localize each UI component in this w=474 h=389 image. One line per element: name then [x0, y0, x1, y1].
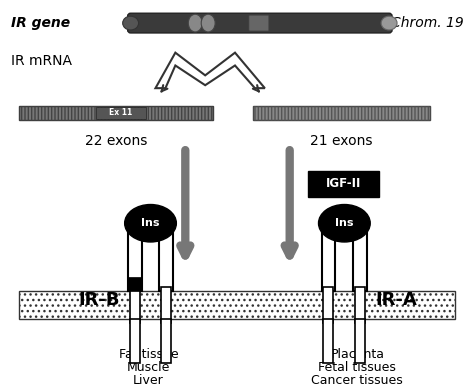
Bar — [353, 232, 367, 291]
Text: 22 exons: 22 exons — [84, 133, 147, 147]
Bar — [162, 319, 172, 363]
Text: IGF-II: IGF-II — [326, 177, 361, 190]
Text: IR mRNA: IR mRNA — [11, 54, 73, 68]
Bar — [19, 106, 213, 120]
Bar — [356, 287, 365, 323]
Bar — [159, 232, 173, 291]
Text: Ins: Ins — [335, 218, 354, 228]
Ellipse shape — [201, 14, 215, 32]
Bar — [128, 232, 142, 291]
Ellipse shape — [123, 16, 138, 30]
Ellipse shape — [381, 16, 397, 30]
Text: Ins: Ins — [141, 218, 160, 228]
Text: Cancer tissues: Cancer tissues — [311, 373, 403, 387]
FancyBboxPatch shape — [249, 15, 269, 31]
Polygon shape — [155, 53, 265, 88]
Text: IR-A: IR-A — [375, 291, 417, 309]
Text: Muscle: Muscle — [127, 361, 170, 374]
Bar — [96, 107, 146, 119]
Text: Liver: Liver — [133, 373, 164, 387]
Bar — [129, 319, 139, 363]
Bar — [19, 291, 455, 319]
Text: Chrom. 19: Chrom. 19 — [391, 16, 464, 30]
Text: Ex 11: Ex 11 — [109, 108, 132, 117]
Bar — [321, 232, 336, 291]
Bar — [253, 106, 430, 120]
Bar — [323, 319, 333, 363]
Ellipse shape — [188, 14, 202, 32]
Text: 21 exons: 21 exons — [310, 133, 373, 147]
Bar — [253, 106, 430, 120]
Bar — [128, 277, 142, 291]
Bar — [19, 106, 213, 120]
Ellipse shape — [125, 205, 176, 242]
FancyBboxPatch shape — [128, 13, 392, 33]
Bar — [323, 287, 333, 323]
Text: IR-B: IR-B — [78, 291, 120, 309]
Text: Fetal tissues: Fetal tissues — [319, 361, 396, 374]
Ellipse shape — [319, 205, 370, 242]
FancyBboxPatch shape — [308, 171, 379, 196]
Text: IR gene: IR gene — [11, 16, 71, 30]
Text: Placenta: Placenta — [330, 348, 384, 361]
Bar — [162, 287, 172, 323]
Bar — [129, 287, 139, 323]
Text: Fat tissue: Fat tissue — [118, 348, 178, 361]
Bar — [356, 319, 365, 363]
